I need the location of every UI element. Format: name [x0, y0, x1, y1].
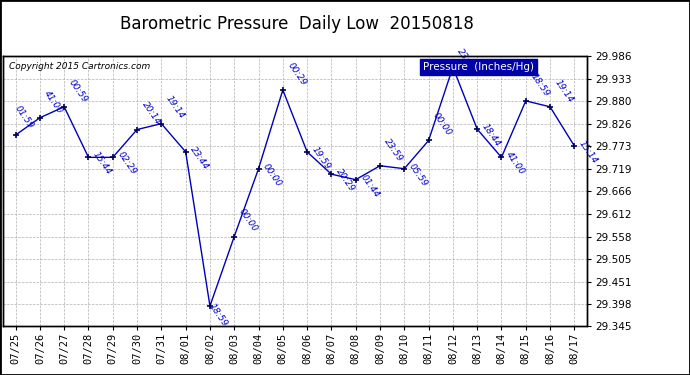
Text: 02:29: 02:29	[115, 150, 138, 177]
Text: 00:00: 00:00	[431, 111, 453, 138]
Text: 23:: 23:	[455, 47, 471, 64]
Text: 15:44: 15:44	[91, 150, 114, 177]
Text: 19:14: 19:14	[553, 78, 575, 104]
Text: 01:44: 01:44	[359, 172, 381, 199]
Text: Copyright 2015 Cartronics.com: Copyright 2015 Cartronics.com	[9, 62, 150, 70]
Text: 18:59: 18:59	[529, 72, 551, 98]
Text: 23:44: 23:44	[188, 145, 210, 171]
Text: 00:59: 00:59	[67, 78, 89, 104]
Text: 41:00: 41:00	[43, 88, 65, 115]
Text: 41:00: 41:00	[504, 150, 526, 177]
Text: 19:14: 19:14	[164, 94, 186, 121]
Text: 05:59: 05:59	[407, 162, 429, 188]
Text: 18:59: 18:59	[207, 302, 230, 328]
Text: 15:14: 15:14	[577, 139, 600, 165]
Text: 18:44: 18:44	[480, 122, 502, 148]
Text: 00:00: 00:00	[237, 207, 259, 234]
Text: 00:29: 00:29	[286, 61, 308, 87]
Text: Pressure  (Inches/Hg): Pressure (Inches/Hg)	[423, 62, 534, 72]
Text: 20:14: 20:14	[140, 100, 162, 127]
Text: 01:59: 01:59	[13, 104, 35, 131]
Text: 20:29: 20:29	[334, 167, 357, 194]
Text: 23:59: 23:59	[383, 136, 405, 163]
Text: Barometric Pressure  Daily Low  20150818: Barometric Pressure Daily Low 20150818	[120, 15, 473, 33]
Text: 00:00: 00:00	[262, 162, 284, 188]
Text: 19:59: 19:59	[310, 145, 332, 171]
